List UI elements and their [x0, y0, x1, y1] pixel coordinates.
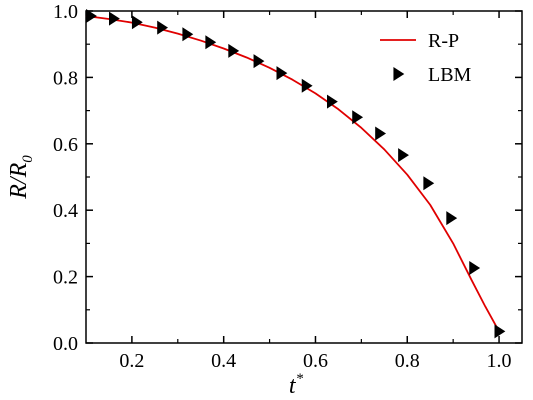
x-tick-label: 0.4 [211, 350, 236, 372]
x-tick-label: 0.2 [119, 350, 144, 372]
x-tick-label: 0.8 [395, 350, 420, 372]
lbm-data-point [228, 43, 240, 58]
legend-label-r-p: R-P [428, 30, 459, 52]
legend-label-lbm: LBM [428, 64, 472, 86]
y-axis-title: R/R0 [6, 155, 36, 200]
y-tick-label: 0.8 [53, 67, 78, 89]
y-tick-label: 0.2 [53, 267, 78, 289]
lbm-data-point [375, 126, 387, 141]
lbm-data-point [398, 148, 409, 163]
lbm-data-point [253, 54, 265, 69]
lbm-data-point [157, 20, 169, 35]
x-tick-label: 0.6 [303, 350, 328, 372]
lbm-data-point [446, 211, 458, 226]
lbm-data-point [301, 78, 313, 93]
legend-marker-lbm [393, 67, 405, 81]
lbm-data-point [494, 324, 506, 339]
lbm-data-point [205, 35, 217, 50]
lbm-data-point [108, 11, 120, 26]
lbm-data-point [86, 8, 97, 23]
lbm-data-point [131, 15, 143, 30]
y-axis-title-main: R/R [6, 162, 32, 199]
lbm-data-point [352, 110, 364, 125]
lbm-data-point [276, 66, 288, 81]
y-tick-label: 0.0 [53, 333, 78, 355]
lbm-data-point [469, 260, 481, 275]
x-axis-title-sup: * [296, 371, 304, 387]
lbm-data-point [326, 94, 338, 109]
y-tick-label: 1.0 [53, 1, 78, 23]
x-axis-title-base: t [289, 373, 297, 399]
plot-frame [85, 10, 523, 344]
y-tick-label: 0.4 [53, 200, 78, 222]
x-axis-title: t* [289, 371, 304, 399]
lbm-data-point [423, 176, 435, 191]
lbm-data-point [182, 27, 194, 42]
y-axis-title-sub: 0 [20, 155, 36, 163]
y-tick-label: 0.6 [53, 134, 78, 156]
x-tick-label: 1.0 [487, 350, 512, 372]
